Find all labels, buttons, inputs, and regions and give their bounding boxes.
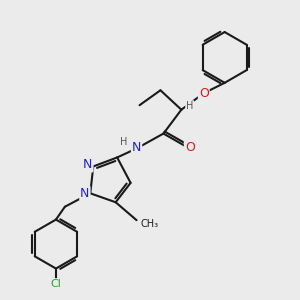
Text: N: N [80, 187, 90, 200]
Text: N: N [132, 140, 141, 154]
Text: N: N [83, 158, 93, 171]
Text: H: H [186, 101, 194, 111]
Text: CH₃: CH₃ [140, 219, 158, 229]
Text: H: H [120, 137, 128, 147]
Text: Cl: Cl [50, 279, 62, 289]
Text: O: O [185, 140, 195, 154]
Text: O: O [199, 87, 209, 100]
